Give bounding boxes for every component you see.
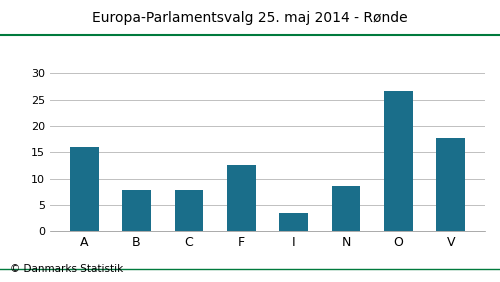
Bar	[122, 190, 151, 231]
Bar	[436, 138, 465, 231]
Bar	[280, 213, 308, 231]
Bar	[227, 166, 256, 231]
Text: Europa-Parlamentsvalg 25. maj 2014 - Rønde: Europa-Parlamentsvalg 25. maj 2014 - Røn…	[92, 11, 408, 25]
Bar	[384, 91, 413, 231]
Text: © Danmarks Statistik: © Danmarks Statistik	[10, 264, 123, 274]
Bar	[174, 190, 204, 231]
Bar	[70, 147, 98, 231]
Bar	[332, 186, 360, 231]
